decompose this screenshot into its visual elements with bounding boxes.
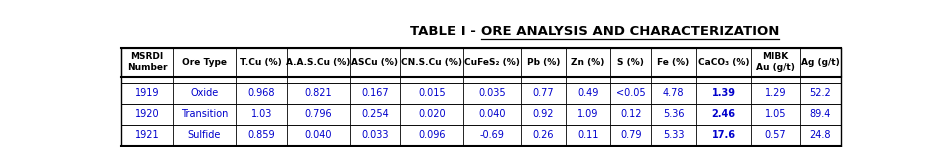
Text: Oxide: Oxide [190,88,219,98]
Text: 0.77: 0.77 [533,88,554,98]
Text: 0.79: 0.79 [620,130,642,140]
Text: ASCu (%): ASCu (%) [352,58,399,67]
Text: 1920: 1920 [134,109,159,119]
Text: CuFeS₂ (%): CuFeS₂ (%) [464,58,521,67]
Text: 4.78: 4.78 [663,88,684,98]
Text: 0.49: 0.49 [578,88,598,98]
Text: 1.09: 1.09 [578,109,598,119]
Text: 2.46: 2.46 [712,109,735,119]
Text: A.A.S.Cu (%): A.A.S.Cu (%) [286,58,350,67]
Text: 0.040: 0.040 [304,130,332,140]
Text: Ore Type: Ore Type [182,58,227,67]
Text: T.Cu (%): T.Cu (%) [240,58,282,67]
Text: Fe (%): Fe (%) [658,58,689,67]
Text: <0.05: <0.05 [616,88,645,98]
Text: 1.39: 1.39 [712,88,735,98]
Bar [121,125,840,146]
Text: 0.57: 0.57 [764,130,786,140]
Text: Zn (%): Zn (%) [571,58,605,67]
Text: 1.29: 1.29 [764,88,786,98]
Bar [121,83,840,104]
Text: 5.33: 5.33 [663,130,684,140]
Bar [121,48,840,77]
Text: -0.69: -0.69 [480,130,505,140]
Text: 0.796: 0.796 [304,109,332,119]
Text: Ag (g/t): Ag (g/t) [801,58,840,67]
Bar [121,77,840,83]
Bar [121,104,840,125]
Text: 0.096: 0.096 [418,130,446,140]
Text: MSRDI
Number: MSRDI Number [127,52,167,72]
Text: 0.11: 0.11 [578,130,598,140]
Text: S (%): S (%) [617,58,644,67]
Text: ORE ANALYSIS AND CHARACTERIZATION: ORE ANALYSIS AND CHARACTERIZATION [480,25,779,38]
Text: 0.26: 0.26 [533,130,554,140]
Text: 52.2: 52.2 [809,88,831,98]
Text: 1.03: 1.03 [250,109,272,119]
Text: 0.035: 0.035 [478,88,506,98]
Text: 0.12: 0.12 [620,109,642,119]
Text: Pb (%): Pb (%) [527,58,560,67]
Text: 0.033: 0.033 [361,130,388,140]
Text: CaCO₃ (%): CaCO₃ (%) [698,58,749,67]
Text: 17.6: 17.6 [712,130,735,140]
Text: Transition: Transition [181,109,228,119]
Text: 89.4: 89.4 [809,109,831,119]
Text: 24.8: 24.8 [809,130,831,140]
Text: 0.92: 0.92 [533,109,554,119]
Text: 0.859: 0.859 [248,130,275,140]
Text: 0.015: 0.015 [418,88,446,98]
Text: 0.167: 0.167 [361,88,388,98]
Text: MIBK
Au (g/t): MIBK Au (g/t) [756,52,795,72]
Text: 1.05: 1.05 [764,109,786,119]
Text: CN.S.Cu (%): CN.S.Cu (%) [401,58,462,67]
Text: 0.821: 0.821 [304,88,332,98]
Text: TABLE I -: TABLE I - [410,25,480,38]
Text: 1919: 1919 [135,88,159,98]
Text: 5.36: 5.36 [663,109,684,119]
Text: Sulfide: Sulfide [188,130,221,140]
Text: 0.040: 0.040 [478,109,506,119]
Text: 1921: 1921 [134,130,159,140]
Text: 0.254: 0.254 [361,109,388,119]
Text: 0.968: 0.968 [248,88,275,98]
Text: 0.020: 0.020 [418,109,446,119]
